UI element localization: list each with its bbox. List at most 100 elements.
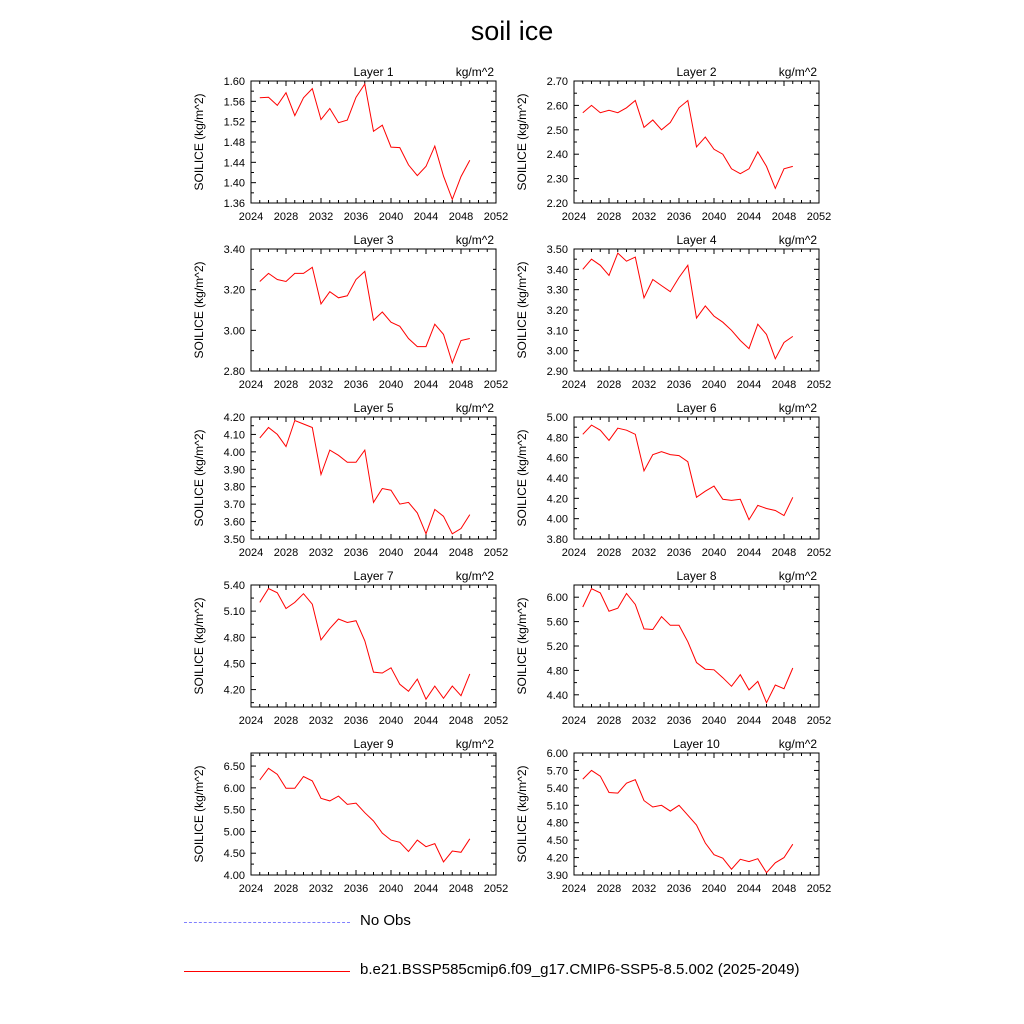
y-tick-label: 4.80 [224,632,245,644]
legend-label: b.e21.BSSP585cmip6.f09_g17.CMIP6-SSP5-8.… [360,961,800,978]
x-tick-label: 2032 [309,547,333,559]
y-tick-label: 4.40 [547,690,568,702]
y-axis-label: SOILICE (kg/m^2) [192,430,206,527]
x-tick-label: 2040 [379,715,403,727]
x-tick-label: 2052 [807,547,831,559]
figure-title: soil ice [470,16,554,46]
panel-title: Layer 7 [353,569,393,583]
panel-units: kg/m^2 [779,737,818,751]
y-tick-label: 4.80 [547,432,568,444]
series-line [259,587,471,701]
x-tick-label: 2052 [484,379,508,391]
y-tick-label: 4.00 [224,447,245,459]
plot-frame [573,584,820,708]
x-tick-label: 2048 [772,883,796,895]
y-tick-label: 4.20 [547,493,568,505]
y-tick-label: 2.60 [547,100,568,112]
legend-swatch-dashed [184,922,350,923]
x-tick-label: 2028 [597,379,621,391]
y-tick-label: 4.80 [547,818,568,830]
y-axis-label: SOILICE (kg/m^2) [192,766,206,863]
panel-title: Layer 9 [353,737,393,751]
y-tick-label: 4.10 [224,429,245,441]
y-tick-label: 1.48 [224,137,245,149]
x-tick-label: 2040 [379,379,403,391]
x-tick-label: 2052 [484,715,508,727]
x-tick-label: 2052 [484,211,508,223]
y-tick-label: 5.10 [547,800,568,812]
y-tick-label: 5.00 [547,412,568,424]
y-tick-label: 4.40 [547,473,568,485]
series-line [259,767,471,863]
plot-frame [250,584,497,708]
x-tick-label: 2048 [772,715,796,727]
y-tick-label: 5.10 [224,606,245,618]
y-tick-label: 3.90 [547,870,568,882]
x-tick-label: 2028 [274,547,298,559]
y-tick-label: 2.40 [547,149,568,161]
x-tick-label: 2040 [702,211,726,223]
panel-title: Layer 1 [353,65,393,79]
y-axis-label: SOILICE (kg/m^2) [192,262,206,359]
series-line [259,266,470,365]
x-tick-label: 2028 [597,211,621,223]
y-tick-label: 3.80 [224,482,245,494]
y-tick-label: 4.20 [547,853,568,865]
y-tick-label: 5.00 [224,826,245,838]
y-tick-label: 3.20 [547,305,568,317]
y-axis-label: SOILICE (kg/m^2) [515,94,529,191]
panel-title: Layer 10 [673,737,720,751]
x-tick-label: 2052 [484,547,508,559]
x-tick-label: 2028 [274,883,298,895]
y-tick-label: 3.40 [547,264,568,276]
x-tick-label: 2040 [702,379,726,391]
chart-panel-layer-1: 2024 2028 2032 2036 2040 2044 2048 2052 1.36 1.40… [192,65,508,223]
y-tick-label: 5.40 [547,783,568,795]
x-tick-label: 2040 [379,547,403,559]
x-tick-label: 2048 [449,883,473,895]
x-tick-label: 2032 [309,379,333,391]
panel-title: Layer 3 [353,233,393,247]
x-tick-label: 2028 [274,211,298,223]
x-tick-label: 2036 [344,883,368,895]
x-tick-label: 2036 [344,211,368,223]
x-tick-label: 2032 [632,211,656,223]
x-tick-label: 2044 [414,211,438,223]
y-tick-label: 3.50 [547,244,568,256]
y-tick-label: 1.56 [224,96,245,108]
plot-frame [250,752,497,876]
y-tick-label: 5.70 [547,765,568,777]
x-tick-label: 2040 [379,211,403,223]
y-axis-label: SOILICE (kg/m^2) [192,94,206,191]
x-tick-label: 2048 [449,379,473,391]
x-tick-label: 2032 [309,883,333,895]
x-tick-label: 2032 [309,211,333,223]
panel-units: kg/m^2 [456,737,495,751]
x-tick-label: 2048 [449,715,473,727]
y-tick-label: 4.20 [224,685,245,697]
x-tick-label: 2044 [414,715,438,727]
x-tick-label: 2040 [702,883,726,895]
x-tick-label: 2036 [667,211,691,223]
x-tick-label: 2028 [597,883,621,895]
y-tick-label: 3.00 [547,346,568,358]
x-tick-label: 2052 [807,211,831,223]
y-tick-label: 2.80 [224,366,245,378]
y-tick-label: 2.90 [547,366,568,378]
chart-panel-layer-8: 2024 2028 2032 2036 2040 2044 2048 2052 4.40 4.80… [515,569,831,727]
y-tick-label: 3.50 [224,534,245,546]
y-tick-label: 5.50 [224,805,245,817]
panel-units: kg/m^2 [456,65,495,79]
panel-units: kg/m^2 [779,233,818,247]
x-tick-label: 2024 [239,547,263,559]
y-axis-label: SOILICE (kg/m^2) [192,598,206,695]
x-tick-label: 2032 [632,715,656,727]
series-line [582,424,794,521]
x-tick-label: 2052 [807,883,831,895]
x-tick-label: 2044 [737,883,761,895]
x-tick-label: 2048 [772,547,796,559]
series-line [582,252,794,361]
x-tick-label: 2044 [737,211,761,223]
x-tick-label: 2036 [344,715,368,727]
